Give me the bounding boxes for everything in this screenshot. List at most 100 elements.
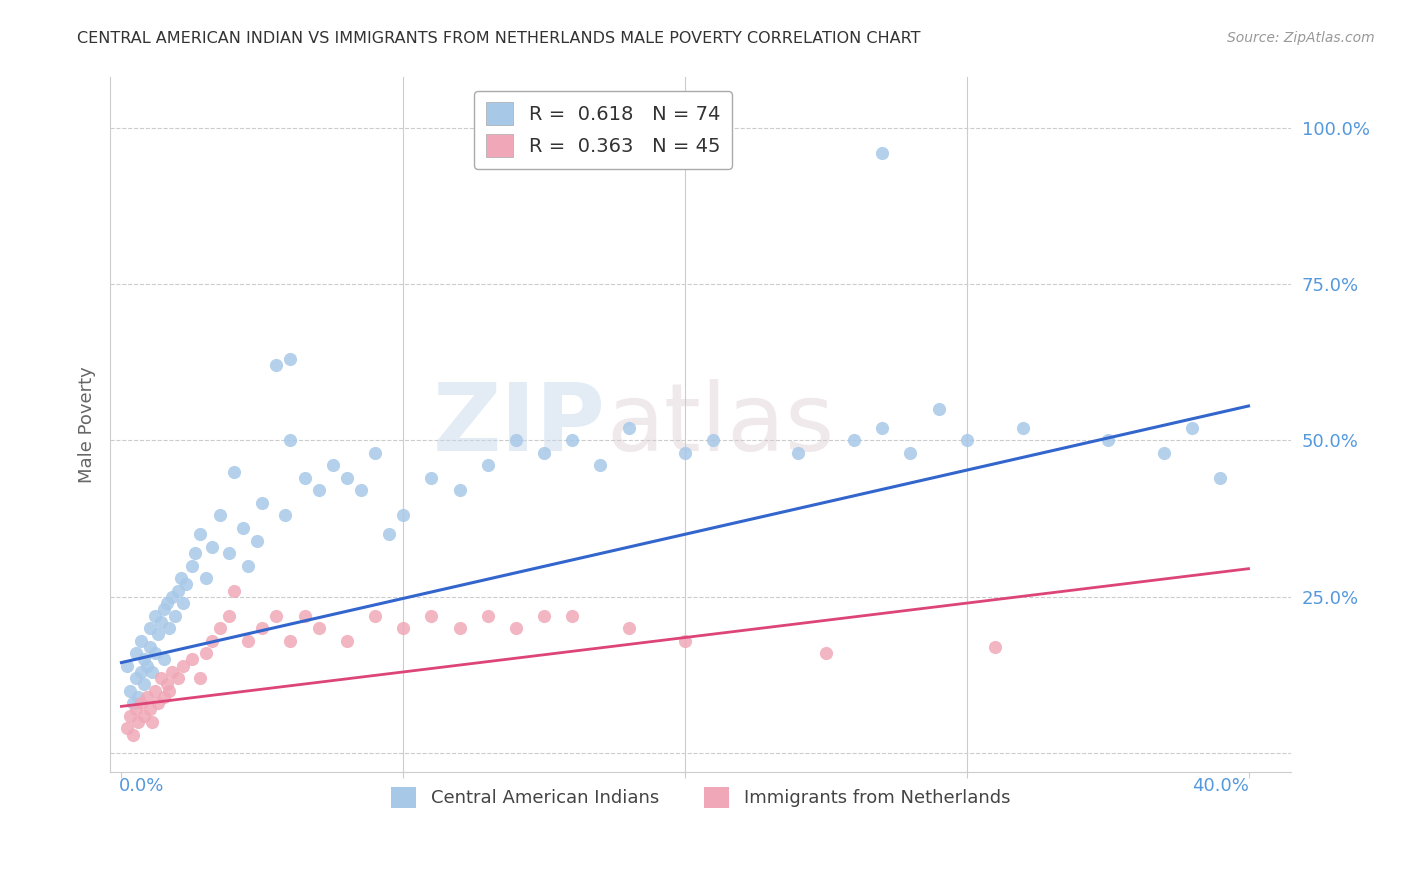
Point <box>266 359 288 373</box>
Point <box>155 677 177 691</box>
Point <box>505 434 527 448</box>
Point <box>956 434 979 448</box>
Point <box>378 527 401 541</box>
Point <box>152 690 174 704</box>
Point <box>870 145 893 160</box>
Point <box>129 665 152 679</box>
Point <box>146 627 169 641</box>
Point <box>157 621 180 635</box>
Point <box>149 615 172 629</box>
Point <box>118 683 141 698</box>
Point <box>364 608 387 623</box>
Point <box>561 608 583 623</box>
Point <box>238 558 260 573</box>
Point <box>252 621 274 635</box>
Point <box>280 352 302 367</box>
Point <box>449 621 471 635</box>
Point <box>280 633 302 648</box>
Point <box>1181 421 1204 435</box>
Text: Source: ZipAtlas.com: Source: ZipAtlas.com <box>1227 31 1375 45</box>
Point <box>155 596 177 610</box>
Point <box>984 640 1007 654</box>
Point <box>129 633 152 648</box>
Point <box>166 583 188 598</box>
Point <box>420 608 443 623</box>
Point <box>157 683 180 698</box>
Point <box>174 577 197 591</box>
Point <box>118 708 141 723</box>
Point <box>132 652 155 666</box>
Point <box>138 702 160 716</box>
Point <box>180 558 202 573</box>
Point <box>1153 446 1175 460</box>
Point <box>141 665 163 679</box>
Point <box>209 621 232 635</box>
Point <box>246 533 269 548</box>
Point <box>673 633 696 648</box>
Point <box>617 421 640 435</box>
Point <box>350 483 373 498</box>
Point <box>152 602 174 616</box>
Point <box>308 621 330 635</box>
Point <box>294 471 316 485</box>
Point <box>127 690 149 704</box>
Point <box>533 446 555 460</box>
Point <box>183 546 205 560</box>
Point <box>200 633 222 648</box>
Point <box>194 646 217 660</box>
Point <box>533 608 555 623</box>
Text: ZIP: ZIP <box>433 379 606 471</box>
Point <box>561 434 583 448</box>
Point <box>188 527 211 541</box>
Point <box>124 702 146 716</box>
Y-axis label: Male Poverty: Male Poverty <box>79 367 96 483</box>
Point <box>115 721 138 735</box>
Point <box>702 434 724 448</box>
Point <box>149 671 172 685</box>
Point <box>209 508 232 523</box>
Text: 0.0%: 0.0% <box>118 777 165 795</box>
Point <box>143 683 166 698</box>
Point <box>132 677 155 691</box>
Point <box>322 458 344 473</box>
Point <box>163 608 186 623</box>
Point <box>232 521 254 535</box>
Point <box>218 608 240 623</box>
Point <box>870 421 893 435</box>
Text: atlas: atlas <box>606 379 834 471</box>
Point <box>617 621 640 635</box>
Point <box>266 608 288 623</box>
Point <box>121 696 143 710</box>
Point <box>115 658 138 673</box>
Point <box>138 621 160 635</box>
Point <box>786 446 808 460</box>
Point <box>814 646 837 660</box>
Point <box>589 458 612 473</box>
Point <box>188 671 211 685</box>
Point <box>364 446 387 460</box>
Point <box>141 714 163 729</box>
Point <box>252 496 274 510</box>
Text: CENTRAL AMERICAN INDIAN VS IMMIGRANTS FROM NETHERLANDS MALE POVERTY CORRELATION : CENTRAL AMERICAN INDIAN VS IMMIGRANTS FR… <box>77 31 921 46</box>
Point <box>224 583 246 598</box>
Point <box>238 633 260 648</box>
Point <box>449 483 471 498</box>
Point <box>218 546 240 560</box>
Point <box>392 621 415 635</box>
Point <box>160 590 183 604</box>
Point <box>129 696 152 710</box>
Point <box>194 571 217 585</box>
Point <box>477 458 499 473</box>
Point <box>146 696 169 710</box>
Point <box>135 658 157 673</box>
Point <box>673 446 696 460</box>
Point <box>477 608 499 623</box>
Point <box>1097 434 1119 448</box>
Point <box>143 608 166 623</box>
Point <box>180 652 202 666</box>
Text: 40.0%: 40.0% <box>1192 777 1249 795</box>
Point <box>505 621 527 635</box>
Point <box>124 646 146 660</box>
Point <box>274 508 297 523</box>
Point <box>280 434 302 448</box>
